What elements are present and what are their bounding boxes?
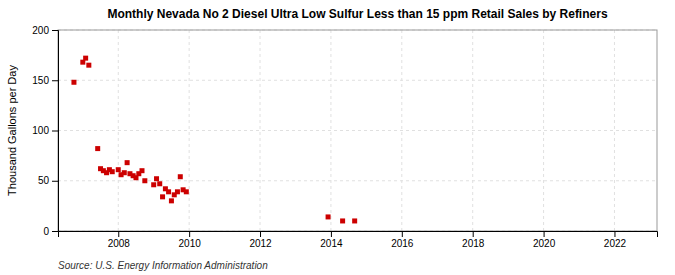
grid-line xyxy=(58,80,657,81)
point xyxy=(157,181,162,186)
tick-label: 2018 xyxy=(462,238,485,249)
point xyxy=(178,174,183,179)
grid-line xyxy=(58,130,657,131)
grid-line xyxy=(260,30,261,231)
tick: 2020 xyxy=(533,231,556,249)
tick-label: 150 xyxy=(32,75,49,86)
points xyxy=(71,56,357,224)
point xyxy=(326,214,331,219)
axis-line xyxy=(52,31,59,232)
grid-line xyxy=(189,30,190,231)
tick: 2022 xyxy=(604,231,627,249)
tick-mark xyxy=(402,231,403,237)
point xyxy=(340,218,345,223)
tick-label: 200 xyxy=(32,25,49,36)
tick: 2014 xyxy=(320,231,343,249)
tick: 2008 xyxy=(108,231,131,249)
tick-label: 0 xyxy=(43,226,49,237)
point xyxy=(86,63,91,68)
point xyxy=(352,218,357,223)
grid-line xyxy=(543,30,544,231)
point xyxy=(142,178,147,183)
tick-label: 2016 xyxy=(391,238,414,249)
tick-label: 2008 xyxy=(108,238,131,249)
tick-mark xyxy=(260,231,261,237)
point xyxy=(166,189,171,194)
x-axis: 2008 2010 2012 2014 2016 2018 2020 2022 xyxy=(59,231,658,249)
grid-line xyxy=(614,30,615,231)
point xyxy=(122,170,127,175)
tick: 200 xyxy=(32,25,58,36)
tick-mark xyxy=(52,131,58,132)
point xyxy=(154,176,159,181)
tick: 50 xyxy=(38,175,58,186)
y-axis-title: Thousand Gallons per Day xyxy=(6,65,18,196)
tick-mark xyxy=(52,80,58,81)
point xyxy=(71,80,76,85)
tick: 2012 xyxy=(249,231,272,249)
point xyxy=(116,167,121,172)
annotation: Source: U.S. Energy Information Administ… xyxy=(58,260,268,271)
tick: 2010 xyxy=(179,231,202,249)
tick-mark xyxy=(52,30,58,31)
title: Monthly Nevada No 2 Diesel Ultra Low Sul… xyxy=(107,7,607,21)
point xyxy=(184,189,189,194)
grid-line xyxy=(58,180,657,181)
tick-mark xyxy=(52,231,58,232)
tick-label: 100 xyxy=(32,125,49,136)
tick-label: 2020 xyxy=(533,238,556,249)
chart: 2008 2010 2012 2014 2016 2018 2020 2022 0 50 100 15… xyxy=(0,0,675,275)
tick-label: 2010 xyxy=(179,238,202,249)
tick-mark xyxy=(189,231,190,237)
tick: 2018 xyxy=(462,231,485,249)
point xyxy=(175,189,180,194)
point xyxy=(140,168,145,173)
tick: 2016 xyxy=(391,231,414,249)
point xyxy=(110,169,115,174)
tick-label: 2012 xyxy=(249,238,272,249)
tick: 0 xyxy=(43,226,58,237)
tick-label: 2022 xyxy=(604,238,627,249)
tick-mark xyxy=(473,231,474,237)
point xyxy=(95,146,100,151)
tick-label: 50 xyxy=(38,175,50,186)
plot: 2008 2010 2012 2014 2016 2018 2020 2022 0 50 100 15… xyxy=(32,25,657,249)
point xyxy=(160,194,165,199)
tick-label: 2014 xyxy=(320,238,343,249)
point xyxy=(125,160,130,165)
grid xyxy=(58,30,657,231)
tick-mark xyxy=(544,231,545,237)
y-axis: 0 50 100 150 200 xyxy=(32,25,58,237)
tick-mark xyxy=(52,181,58,182)
axis-line xyxy=(59,232,658,238)
tick-mark xyxy=(118,231,119,237)
tick-mark xyxy=(614,231,615,237)
point xyxy=(83,56,88,61)
point xyxy=(151,182,156,187)
tick-mark xyxy=(331,231,332,237)
tick: 150 xyxy=(32,75,58,86)
plot-frame xyxy=(58,30,657,231)
tick: 100 xyxy=(32,125,58,136)
point xyxy=(169,198,174,203)
